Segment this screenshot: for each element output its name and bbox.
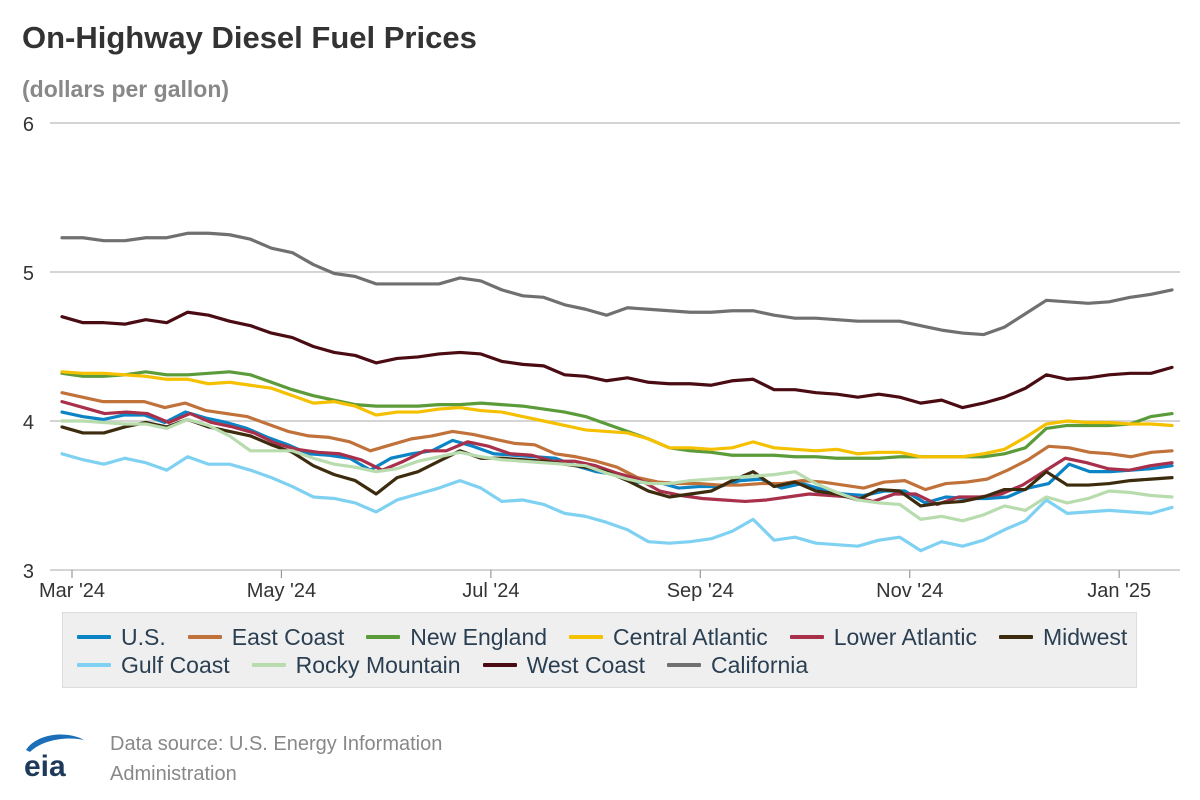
legend-label: New England bbox=[410, 623, 548, 650]
x-tick-label: Mar '24 bbox=[39, 580, 105, 602]
x-tick-label: Nov '24 bbox=[876, 580, 943, 602]
legend-item-lower-atlantic[interactable]: Lower Atlantic bbox=[789, 623, 977, 651]
x-tick-label: Jan '25 bbox=[1087, 580, 1151, 602]
eia-logo-icon: eia bbox=[24, 734, 84, 780]
legend-swatch bbox=[77, 663, 111, 667]
legend-swatch bbox=[187, 635, 222, 639]
y-tick-label: 4 bbox=[23, 412, 34, 434]
legend-item-u-s-[interactable]: U.S. bbox=[77, 624, 166, 651]
series-line-new-england bbox=[60, 370, 1174, 460]
legend-swatch bbox=[366, 635, 401, 639]
legend-item-central-atlantic[interactable]: Central Atlantic bbox=[569, 624, 768, 651]
x-tick-label: May '24 bbox=[247, 580, 316, 602]
series-line-california bbox=[60, 231, 1174, 337]
data-source-line-1: Data source: U.S. Energy Information bbox=[110, 733, 443, 755]
series-line-central-atlantic bbox=[60, 370, 1174, 459]
legend-swatch bbox=[482, 663, 517, 667]
legend-swatch bbox=[998, 635, 1033, 639]
chart-title: On-Highway Diesel Fuel Prices bbox=[22, 20, 477, 55]
line-chart: 3 4 5 6 Mar '24 May '24 Jul '24 Sep '24 Nov '24 J… bbox=[23, 114, 1180, 602]
legend-swatch bbox=[789, 635, 824, 639]
chart-legend: U.S. East Coast New England Central Atlanti… bbox=[62, 612, 1137, 688]
legend-row: U.S. East Coast New England Central Atlanti… bbox=[77, 623, 1136, 651]
legend-item-rocky-mountain[interactable]: Rocky Mountain bbox=[251, 651, 461, 679]
legend-item-gulf-coast[interactable]: Gulf Coast bbox=[77, 652, 230, 679]
legend-swatch bbox=[251, 663, 286, 667]
legend-label: Rocky Mountain bbox=[295, 651, 461, 678]
legend-swatch bbox=[667, 663, 702, 667]
y-tick-label: 5 bbox=[23, 263, 34, 285]
legend-label: Midwest bbox=[1042, 623, 1128, 650]
legend-label: California bbox=[711, 651, 809, 678]
legend-item-east-coast[interactable]: East Coast bbox=[187, 623, 345, 651]
y-tick-label: 3 bbox=[23, 561, 34, 583]
y-tick-label: 6 bbox=[23, 114, 34, 136]
x-tick-label: Jul '24 bbox=[462, 580, 519, 602]
legend-item-new-england[interactable]: New England bbox=[366, 624, 547, 651]
legend-label: West Coast bbox=[526, 651, 646, 678]
legend-label: U.S. bbox=[121, 623, 166, 650]
series-line-rocky-mountain bbox=[60, 417, 1174, 523]
legend-label: East Coast bbox=[231, 623, 345, 650]
legend-item-midwest[interactable]: Midwest bbox=[998, 623, 1128, 651]
data-source-line-2: Administration bbox=[110, 763, 237, 785]
series-line-east-coast bbox=[60, 391, 1174, 492]
legend-label: Lower Atlantic bbox=[833, 623, 977, 650]
legend-label: Gulf Coast bbox=[121, 651, 230, 678]
legend-label: Central Atlantic bbox=[613, 623, 768, 650]
legend-swatch bbox=[77, 635, 111, 639]
x-tick-label: Sep '24 bbox=[667, 580, 734, 602]
data-source: Data source: U.S. Energy Information Adm… bbox=[110, 729, 510, 789]
legend-item-california[interactable]: California bbox=[667, 652, 808, 679]
series-line-west-coast bbox=[60, 310, 1174, 410]
legend-row: Gulf Coast Rocky Mountain West Coast Califo… bbox=[77, 651, 1136, 679]
logo-text: eia bbox=[24, 750, 66, 780]
chart-subtitle: (dollars per gallon) bbox=[22, 76, 230, 102]
series-line-gulf-coast bbox=[60, 452, 1174, 553]
legend-swatch bbox=[569, 635, 604, 639]
legend-item-west-coast[interactable]: West Coast bbox=[482, 651, 646, 679]
